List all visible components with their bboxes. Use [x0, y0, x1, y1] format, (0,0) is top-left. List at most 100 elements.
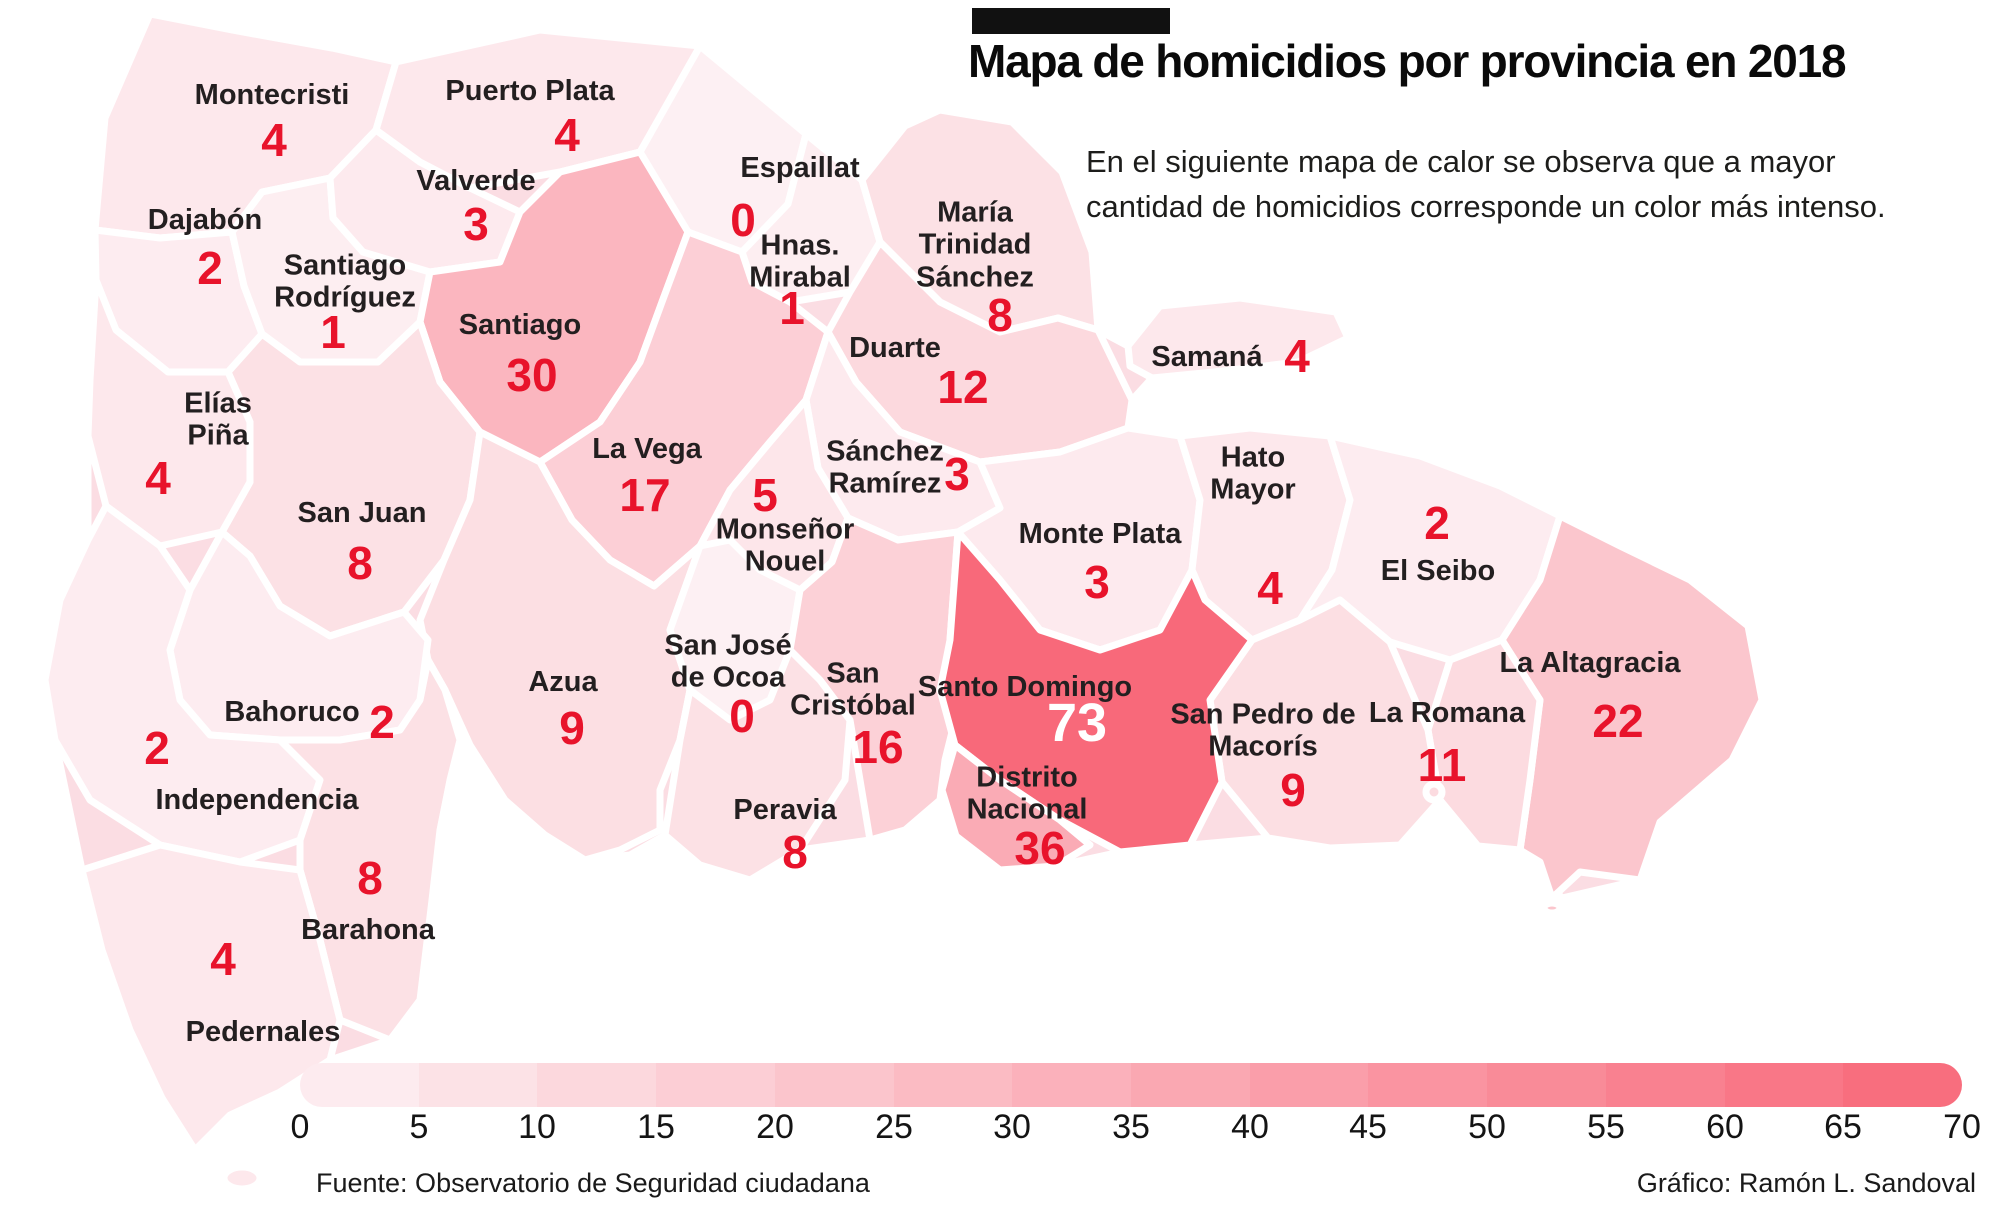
- province-value-la-altagracia: 22: [1592, 695, 1644, 747]
- legend-tick-10: 10: [518, 1108, 556, 1146]
- province-value-samana: 4: [1284, 330, 1310, 382]
- province-label-santiago: Santiago: [458, 308, 582, 341]
- legend-tick-50: 50: [1468, 1108, 1506, 1146]
- legend-band-65-70: [1843, 1063, 1962, 1107]
- legend-tick-25: 25: [875, 1108, 913, 1146]
- legend-band-45-50: [1368, 1063, 1488, 1107]
- province-value-san-juan: 8: [347, 537, 373, 589]
- legend-tick-40: 40: [1231, 1108, 1269, 1146]
- legend-bar: [300, 1063, 1962, 1107]
- title-bar: [972, 8, 1170, 34]
- province-value-sanchez-ramirez: 3: [944, 448, 970, 500]
- province-label-dajabon: Dajabón: [147, 203, 263, 236]
- province-label-san-jose-de-ocoa: San José de Ocoa: [664, 629, 792, 694]
- legend-tick-5: 5: [409, 1108, 429, 1146]
- province-label-monte-plata: Monte Plata: [1018, 517, 1182, 550]
- province-value-santiago-rodriguez: 1: [320, 306, 346, 358]
- province-label-san-cristobal: San Cristóbal: [790, 657, 916, 722]
- province-value-la-romana: 11: [1417, 739, 1467, 791]
- province-value-el-seibo: 2: [1424, 497, 1450, 549]
- province-label-santiago-rodriguez: Santiago Rodríguez: [274, 249, 416, 314]
- legend-band-35-40: [1131, 1063, 1250, 1107]
- province-shape-elias-pina: [84, 276, 254, 550]
- province-value-bahoruco: 2: [369, 696, 395, 748]
- credit-note: Gráfico: Ramón L. Sandoval: [1636, 1168, 1976, 1198]
- province-value-maria-trinidad-sanchez: 8: [987, 289, 1013, 341]
- legend-band-5-10: [418, 1063, 538, 1107]
- province-label-san-pedro-de-macoris: San Pedro de Macorís: [1170, 698, 1356, 763]
- province-label-independencia: Independencia: [155, 783, 359, 816]
- province-label-san-juan: San Juan: [297, 496, 427, 529]
- province-value-peravia: 8: [782, 826, 808, 878]
- legend-tick-30: 30: [993, 1108, 1031, 1146]
- legend-band-10-15: [537, 1063, 657, 1107]
- legend-tick-55: 55: [1587, 1108, 1625, 1146]
- province-label-hermanas-mirabal: Hnas. Mirabal: [749, 229, 851, 294]
- province-label-monsenor-nouel: Monseñor Nouel: [715, 513, 855, 578]
- province-value-valverde: 3: [463, 198, 489, 250]
- province-shape-samana: [1124, 294, 1352, 382]
- province-shape-san-cristobal: [786, 514, 964, 844]
- province-value-independencia: 2: [144, 722, 170, 774]
- province-label-duarte: Duarte: [849, 331, 941, 364]
- province-value-pedernales: 4: [210, 933, 236, 985]
- legend-band-0-5: [300, 1063, 419, 1107]
- legend-tick-20: 20: [756, 1108, 794, 1146]
- legend-band-20-25: [774, 1063, 894, 1107]
- province-value-elias-pina: 4: [145, 452, 171, 504]
- province-label-la-altagracia: La Altagracia: [1499, 646, 1681, 679]
- province-value-dajabon: 2: [197, 242, 223, 294]
- province-value-montecristi: 4: [261, 114, 287, 166]
- province-label-barahona: Barahona: [301, 913, 435, 946]
- province-value-distrito-nacional: 36: [1014, 822, 1066, 874]
- province-value-santo-domingo: 73: [1046, 693, 1108, 753]
- province-label-montecristi: Montecristi: [194, 78, 350, 111]
- catalina-island: [1422, 780, 1446, 804]
- province-label-samana: Samaná: [1151, 340, 1263, 373]
- province-value-azua: 9: [559, 702, 585, 754]
- province-label-espaillat: Espaillat: [740, 151, 860, 184]
- province-value-hermanas-mirabal: 1: [779, 282, 805, 334]
- legend-tick-65: 65: [1824, 1108, 1862, 1146]
- province-value-san-cristobal: 16: [852, 721, 904, 773]
- province-value-monte-plata: 3: [1084, 556, 1110, 608]
- province-value-hato-mayor: 4: [1257, 562, 1283, 614]
- province-label-distrito-nacional: Distrito Nacional: [966, 761, 1088, 826]
- province-shape-barahona: [276, 656, 464, 1044]
- legend-tick-15: 15: [637, 1108, 675, 1146]
- intro-text: En el siguiente mapa de calor se observa…: [1086, 144, 1886, 224]
- beata-island: [220, 1163, 264, 1193]
- source-note: Fuente: Observatorio de Seguridad ciudad…: [316, 1168, 870, 1198]
- province-shape-pedernales: [78, 841, 344, 1154]
- province-label-maria-trinidad-sanchez: María Trinidad Sánchez: [916, 196, 1034, 294]
- legend-band-30-35: [1012, 1063, 1132, 1107]
- province-label-valverde: Valverde: [416, 164, 536, 197]
- province-value-monsenor-nouel: 5: [752, 469, 778, 521]
- province-label-bahoruco: Bahoruco: [224, 695, 360, 728]
- province-label-el-seibo: El Seibo: [1380, 554, 1496, 587]
- province-label-sanchez-ramirez: Sánchez Ramírez: [826, 435, 944, 500]
- province-value-puerto-plata: 4: [554, 109, 580, 161]
- legend-band-40-45: [1249, 1063, 1369, 1107]
- legend-band-50-55: [1487, 1063, 1606, 1107]
- legend-tick-45: 45: [1349, 1108, 1387, 1146]
- legend-tick-70: 70: [1943, 1108, 1981, 1146]
- province-label-santo-domingo: Santo Domingo: [917, 670, 1133, 703]
- page-title: Mapa de homicidios por provincia en 2018: [968, 35, 1847, 87]
- province-value-duarte: 12: [937, 361, 989, 413]
- province-label-puerto-plata: Puerto Plata: [445, 74, 615, 107]
- legend-tick-0: 0: [290, 1108, 310, 1146]
- legend-band-15-20: [656, 1063, 775, 1107]
- province-label-pedernales: Pedernales: [185, 1015, 341, 1048]
- legend-band-60-65: [1724, 1063, 1844, 1107]
- province-value-san-jose-de-ocoa: 0: [729, 690, 755, 742]
- province-shape-distrito-nacional: [938, 741, 1094, 874]
- province-value-barahona: 8: [357, 852, 383, 904]
- province-value-san-pedro-de-macoris: 9: [1280, 764, 1306, 816]
- province-label-la-romana: La Romana: [1368, 696, 1526, 729]
- province-label-peravia: Peravia: [733, 793, 837, 826]
- saona-island: [1540, 899, 1564, 917]
- legend-tick-60: 60: [1706, 1108, 1744, 1146]
